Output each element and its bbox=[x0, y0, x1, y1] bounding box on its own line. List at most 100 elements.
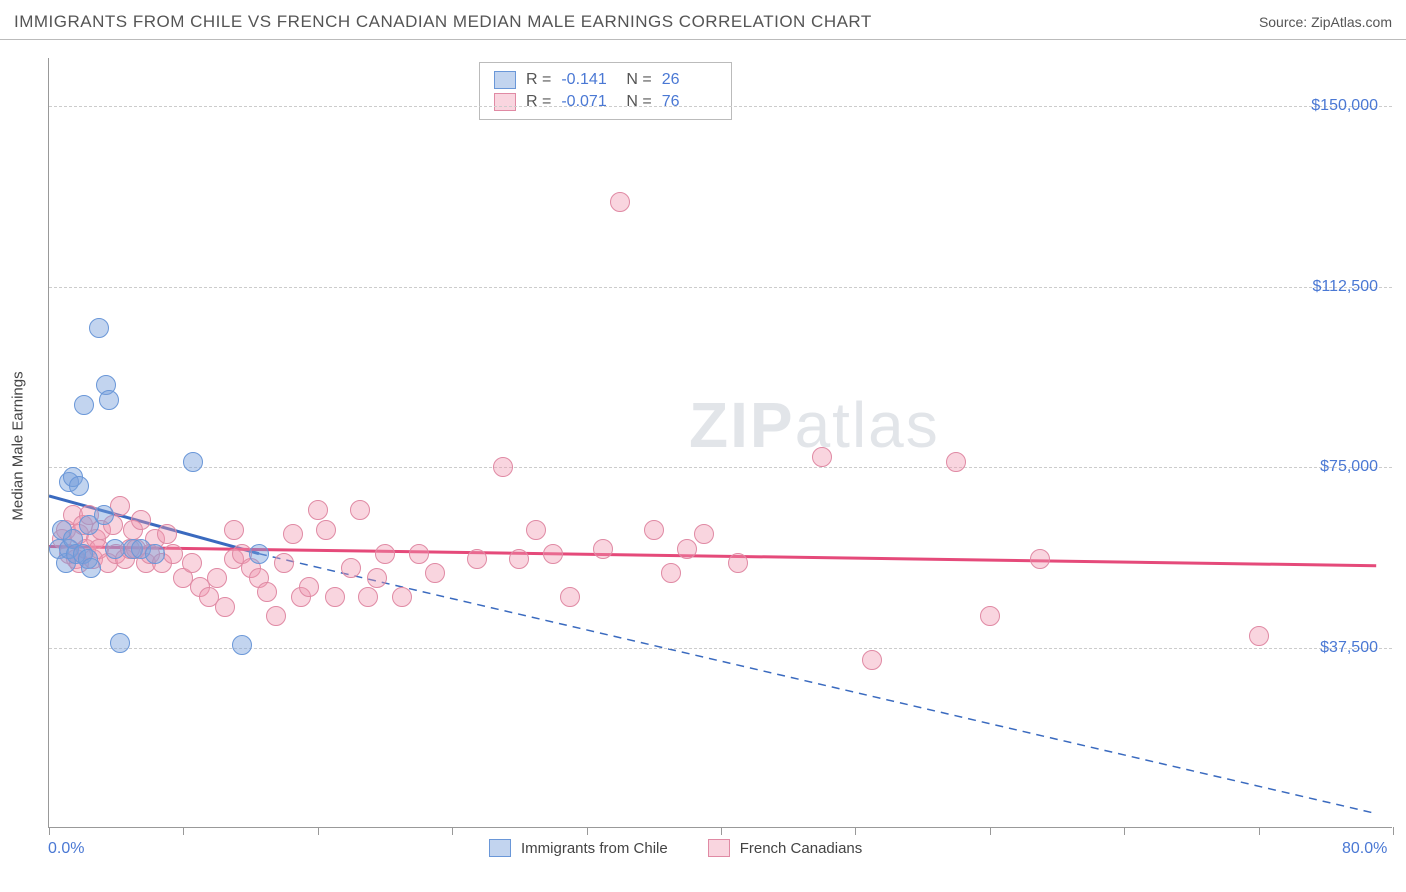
data-point-french bbox=[163, 544, 183, 564]
data-point-chile bbox=[89, 318, 109, 338]
x-tick bbox=[990, 827, 991, 835]
legend-swatch-chile bbox=[489, 839, 511, 857]
y-tick-label: $150,000 bbox=[1311, 97, 1378, 115]
x-tick bbox=[452, 827, 453, 835]
correlation-stats-legend: R = -0.141 N = 26 R = -0.071 N = 76 bbox=[479, 62, 732, 120]
y-tick-label: $75,000 bbox=[1320, 458, 1378, 476]
data-point-french bbox=[283, 524, 303, 544]
series-legend: Immigrants from Chile French Canadians bbox=[489, 831, 892, 857]
data-point-chile bbox=[145, 544, 165, 564]
y-tick-label: $37,500 bbox=[1320, 639, 1378, 657]
data-point-french bbox=[644, 520, 664, 540]
data-point-french bbox=[593, 539, 613, 559]
n-value-chile: 26 bbox=[662, 71, 717, 89]
data-point-french bbox=[661, 563, 681, 583]
data-point-chile bbox=[99, 390, 119, 410]
data-point-french bbox=[299, 577, 319, 597]
grid-line bbox=[49, 287, 1392, 288]
chart-container: IMMIGRANTS FROM CHILE VS FRENCH CANADIAN… bbox=[0, 0, 1406, 892]
legend-label-french: French Canadians bbox=[740, 840, 863, 857]
x-tick bbox=[855, 827, 856, 835]
legend-swatch-french bbox=[494, 93, 516, 111]
data-point-french bbox=[409, 544, 429, 564]
data-point-french bbox=[610, 192, 630, 212]
chart-title: IMMIGRANTS FROM CHILE VS FRENCH CANADIAN… bbox=[14, 12, 872, 32]
data-point-french bbox=[375, 544, 395, 564]
data-point-french bbox=[509, 549, 529, 569]
data-point-french bbox=[215, 597, 235, 617]
data-point-french bbox=[367, 568, 387, 588]
x-tick bbox=[1393, 827, 1394, 835]
data-point-chile bbox=[232, 635, 252, 655]
data-point-chile bbox=[110, 633, 130, 653]
source-attribution: Source: ZipAtlas.com bbox=[1259, 14, 1392, 30]
n-label: N = bbox=[626, 71, 651, 89]
data-point-chile bbox=[74, 395, 94, 415]
data-point-french bbox=[131, 510, 151, 530]
data-point-french bbox=[182, 553, 202, 573]
data-point-french bbox=[694, 524, 714, 544]
data-point-french bbox=[980, 606, 1000, 626]
data-point-french bbox=[308, 500, 328, 520]
data-point-french bbox=[257, 582, 277, 602]
x-tick bbox=[721, 827, 722, 835]
x-tick bbox=[587, 827, 588, 835]
r-label: R = bbox=[526, 93, 551, 111]
data-point-french bbox=[316, 520, 336, 540]
data-point-french bbox=[350, 500, 370, 520]
data-point-chile bbox=[183, 452, 203, 472]
data-point-french bbox=[543, 544, 563, 564]
data-point-french bbox=[392, 587, 412, 607]
grid-line bbox=[49, 467, 1392, 468]
data-point-french bbox=[862, 650, 882, 670]
y-tick-label: $112,500 bbox=[1312, 278, 1378, 296]
header: IMMIGRANTS FROM CHILE VS FRENCH CANADIAN… bbox=[0, 0, 1406, 40]
n-value-french: 76 bbox=[662, 93, 717, 111]
x-tick bbox=[318, 827, 319, 835]
data-point-french bbox=[493, 457, 513, 477]
legend-swatch-french bbox=[708, 839, 730, 857]
data-point-french bbox=[946, 452, 966, 472]
data-point-french bbox=[728, 553, 748, 573]
data-point-french bbox=[425, 563, 445, 583]
x-axis-max-label: 80.0% bbox=[1342, 840, 1387, 858]
x-tick bbox=[49, 827, 50, 835]
r-label: R = bbox=[526, 71, 551, 89]
data-point-french bbox=[1249, 626, 1269, 646]
x-axis-min-label: 0.0% bbox=[48, 840, 84, 858]
x-tick bbox=[183, 827, 184, 835]
plot-area: ZIPatlas R =-0.141N =26R =-0.071N =76 Im… bbox=[48, 58, 1392, 828]
data-point-french bbox=[677, 539, 697, 559]
data-point-french bbox=[341, 558, 361, 578]
data-point-chile bbox=[81, 558, 101, 578]
data-point-french bbox=[157, 524, 177, 544]
data-point-french bbox=[526, 520, 546, 540]
data-point-french bbox=[274, 553, 294, 573]
data-point-french bbox=[325, 587, 345, 607]
stats-row-chile: R = -0.141 N = 26 bbox=[494, 69, 717, 91]
r-value-french: -0.071 bbox=[561, 93, 616, 111]
data-point-chile bbox=[105, 539, 125, 559]
trend-lines-svg bbox=[49, 58, 1393, 828]
data-point-french bbox=[1030, 549, 1050, 569]
data-point-french bbox=[467, 549, 487, 569]
y-axis-label: Median Male Earnings bbox=[10, 371, 27, 520]
r-value-chile: -0.141 bbox=[561, 71, 616, 89]
data-point-chile bbox=[69, 476, 89, 496]
x-tick bbox=[1259, 827, 1260, 835]
n-label: N = bbox=[626, 93, 651, 111]
legend-swatch-chile bbox=[494, 71, 516, 89]
data-point-french bbox=[358, 587, 378, 607]
data-point-french bbox=[224, 520, 244, 540]
data-point-french bbox=[812, 447, 832, 467]
data-point-chile bbox=[249, 544, 269, 564]
trend-line-extrapolated-chile bbox=[259, 554, 1376, 814]
data-point-french bbox=[560, 587, 580, 607]
data-point-chile bbox=[94, 505, 114, 525]
legend-label-chile: Immigrants from Chile bbox=[521, 840, 668, 857]
data-point-french bbox=[207, 568, 227, 588]
stats-row-french: R = -0.071 N = 76 bbox=[494, 91, 717, 113]
data-point-french bbox=[266, 606, 286, 626]
x-tick bbox=[1124, 827, 1125, 835]
grid-line bbox=[49, 106, 1392, 107]
